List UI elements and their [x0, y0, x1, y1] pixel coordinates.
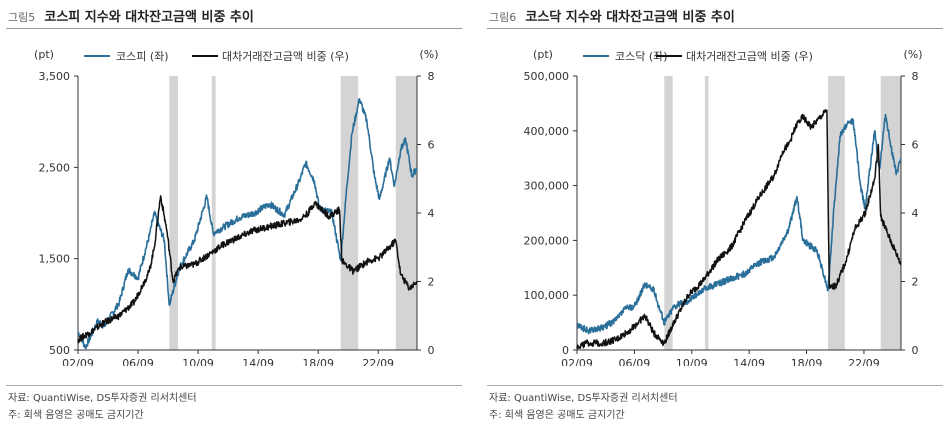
y2-tick-label: 8: [428, 70, 435, 83]
y2-tick-label: 4: [428, 207, 435, 220]
legend-label-index: 코스닥 (좌): [615, 50, 668, 63]
figure-6-title-rule: [487, 28, 943, 29]
x-tick-label: 22/09: [848, 357, 880, 366]
series-line-1: [77, 195, 418, 344]
series-line-1: [576, 109, 902, 350]
y2-axis-unit: (%): [903, 48, 922, 61]
x-tick-label: 18/09: [302, 357, 334, 366]
y-tick-label: 0: [562, 344, 569, 357]
legend-label-ratio: 대차거래잔고금액 비중 (우): [686, 50, 813, 63]
figure-5-panel: 그림5 코스피 지수와 대차잔고금액 비중 추이 500 1,500 2,500 3,…: [0, 0, 462, 426]
series-line-0: [77, 97, 418, 350]
x-tick-label: 06/09: [122, 357, 154, 366]
figure-6-header: 그림6 코스닥 지수와 대차잔고금액 비중 추이: [489, 6, 735, 25]
x-tick-label: 22/09: [362, 357, 394, 366]
x-tick-label: 10/09: [676, 357, 708, 366]
y2-tick-label: 0: [912, 344, 919, 357]
series-line-0: [576, 113, 902, 335]
figure-5-title-rule: [6, 28, 462, 29]
y2-tick-label: 6: [428, 139, 435, 152]
x-tick-label: 06/09: [619, 357, 651, 366]
x-tick-label: 14/09: [242, 357, 274, 366]
figure-6-source: 자료: QuantiWise, DS투자증권 리서치센터: [489, 393, 678, 404]
y2-tick-label: 0: [428, 344, 435, 357]
shaded-period-2: [340, 76, 359, 350]
shaded-period-0: [664, 76, 673, 350]
y2-tick-label: 6: [912, 139, 919, 152]
figure-5-chart: 500 1,500 2,500 3,500 0 2 4 6 8 (pt) (%) 02/09 06/09…: [34, 48, 438, 366]
y-tick-label: 3,500: [39, 70, 71, 83]
y-tick-label: 100,000: [524, 289, 570, 302]
y2-tick-label: 2: [912, 276, 919, 289]
y-axis-unit: (pt): [34, 48, 54, 61]
figure-6-source-rule: [487, 385, 943, 386]
y-tick-label: 300,000: [524, 180, 570, 193]
figure-6-chart: 0 100,000 200,000 300,000 400,000 500,000 0 2 4 6…: [524, 48, 923, 366]
figure-5-label: 그림5: [8, 11, 36, 24]
y-tick-label: 200,000: [524, 234, 570, 247]
figure-5-source-rule: [6, 385, 462, 386]
shaded-period-3: [880, 76, 901, 350]
figure-5-header: 그림5 코스피 지수와 대차잔고금액 비중 추이: [8, 6, 254, 25]
figure-5-source: 자료: QuantiWise, DS투자증권 리서치센터: [8, 393, 197, 404]
x-tick-label: 10/09: [182, 357, 214, 366]
x-tick-label: 14/09: [733, 357, 765, 366]
y2-tick-label: 2: [428, 276, 435, 289]
x-tick-label: 02/09: [62, 357, 94, 366]
figure-6-title: 코스닥 지수와 대차잔고금액 비중 추이: [525, 10, 735, 25]
y-tick-label: 500: [49, 344, 70, 357]
y-tick-label: 1,500: [39, 253, 71, 266]
shaded-period-0: [169, 76, 179, 350]
figure-5-footnote: 주: 회색 음영은 공매도 금지기간: [8, 410, 144, 421]
y-tick-label: 500,000: [524, 70, 570, 83]
figure-6-panel: 그림6 코스닥 지수와 대차잔고금액 비중 추이 0 100,000 200,000…: [481, 0, 943, 426]
x-tick-label: 18/09: [791, 357, 823, 366]
y2-tick-label: 4: [912, 207, 919, 220]
y2-axis-unit: (%): [419, 48, 438, 61]
shaded-period-1: [704, 76, 709, 350]
figure-6-label: 그림6: [489, 11, 517, 24]
x-tick-label: 02/09: [561, 357, 593, 366]
y2-tick-label: 8: [912, 70, 919, 83]
shaded-period-2: [828, 76, 845, 350]
shaded-period-1: [211, 76, 216, 350]
y-axis-unit: (pt): [533, 48, 553, 61]
y-tick-label: 400,000: [524, 125, 570, 138]
legend-label-ratio: 대차거래잔고금액 비중 (우): [222, 50, 349, 63]
figure-5-title: 코스피 지수와 대차잔고금액 비중 추이: [44, 10, 254, 25]
y-tick-label: 2,500: [39, 161, 71, 174]
legend-label-index: 코스피 (좌): [116, 50, 169, 63]
shaded-period-3: [395, 76, 417, 350]
figure-6-footnote: 주: 회색 음영은 공매도 금지기간: [489, 410, 625, 421]
